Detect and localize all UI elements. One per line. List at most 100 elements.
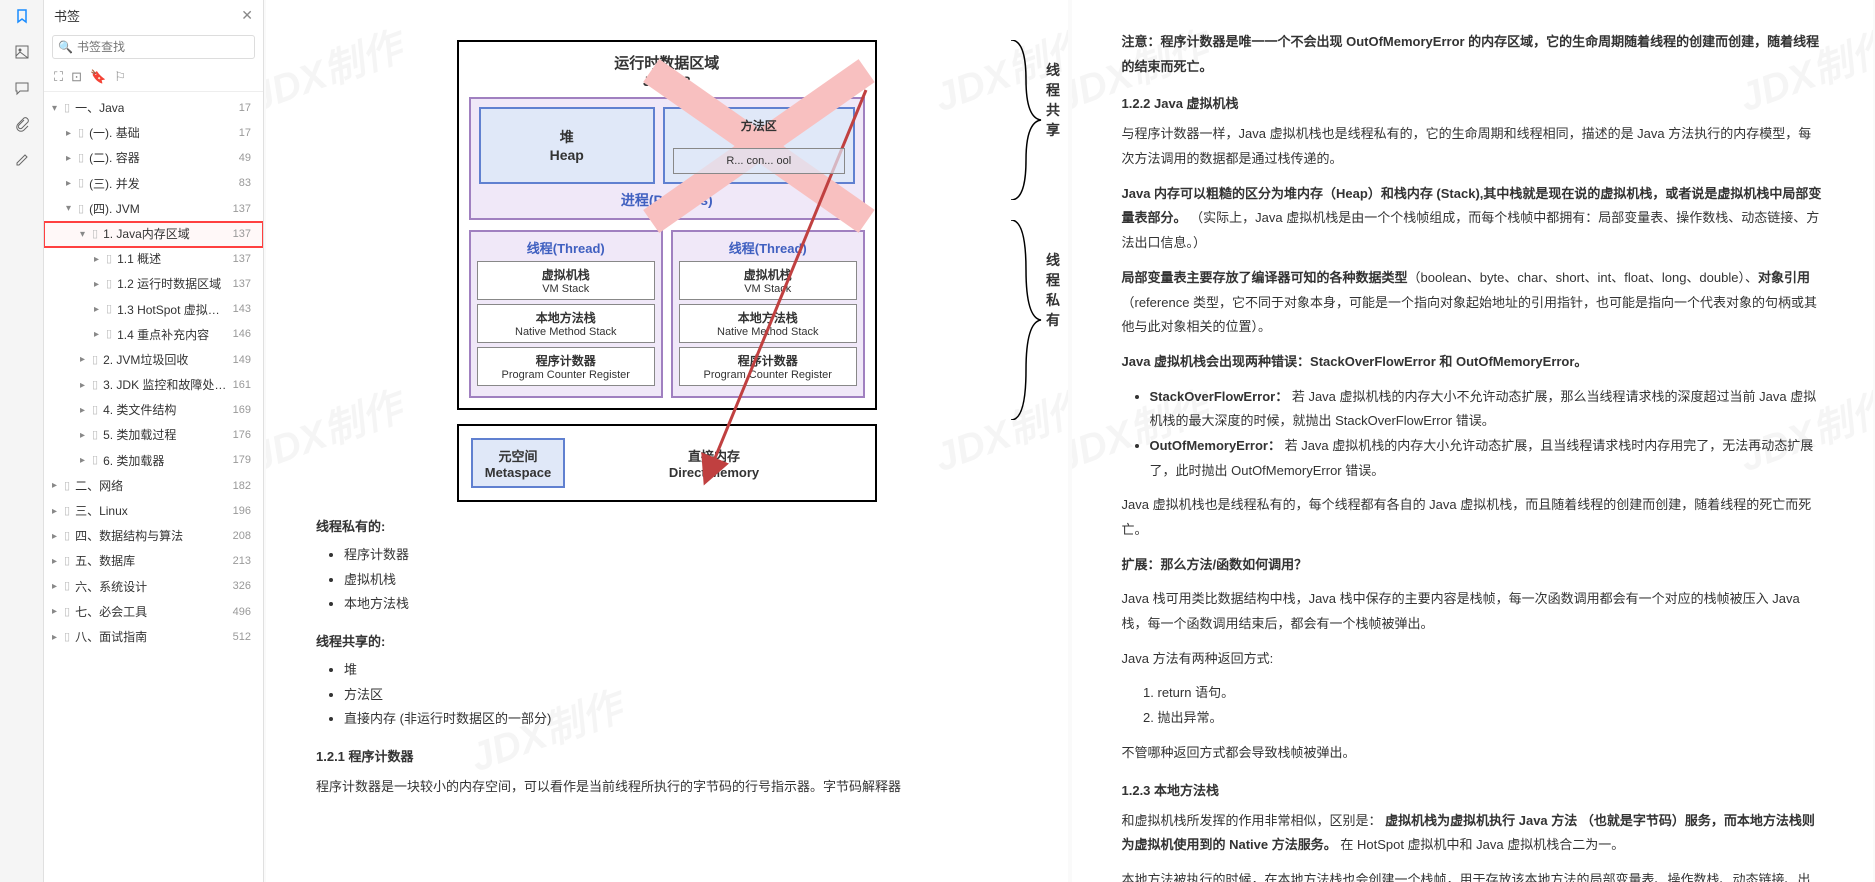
caret-icon[interactable]: ▸: [94, 252, 104, 268]
vm-stack-box: 虚拟机栈VM Stack: [477, 261, 655, 300]
ordered-list: return 语句。 抛出异常。: [1158, 681, 1824, 730]
jvm-diagram: 运行时数据区域 JDK1.8 堆 Heap 方法区 R... con... oo…: [457, 40, 877, 410]
page-icon: ▯: [92, 427, 98, 445]
bookmark-page: 213: [233, 553, 251, 571]
caret-icon[interactable]: ▸: [52, 554, 62, 570]
bookmark-label: (四). JVM: [89, 200, 140, 219]
caret-icon[interactable]: ▸: [52, 630, 62, 646]
paragraph: Java 虚拟机栈会出现两种错误：StackOverFlowError 和 Ou…: [1122, 350, 1824, 375]
bookmark-item[interactable]: ▸▯1.4 重点补充内容146: [44, 323, 263, 348]
bookmark-item[interactable]: ▸▯(二). 容器49: [44, 146, 263, 171]
metaspace-box: 元空间Metaspace 直接内存Direct Memory: [457, 424, 877, 502]
list-item: return 语句。: [1158, 681, 1824, 706]
caret-icon[interactable]: ▾: [66, 201, 76, 217]
bookmark-item[interactable]: ▸▯(一). 基础17: [44, 121, 263, 146]
bullet-list: 堆 方法区 直接内存 (非运行时数据区的一部分): [344, 658, 1018, 732]
metaspace-label: 元空间Metaspace: [471, 438, 565, 488]
bookmark-tree: ▾▯一、Java17▸▯(一). 基础17▸▯(二). 容器49▸▯(三). 并…: [44, 92, 263, 882]
caret-icon[interactable]: ▸: [80, 352, 90, 368]
caret-icon[interactable]: ▸: [80, 453, 90, 469]
comment-icon[interactable]: [12, 78, 32, 98]
bullet-list: StackOverFlowError： 若 Java 虚拟机栈的内存大小不允许动…: [1150, 385, 1824, 484]
caret-icon[interactable]: ▸: [80, 378, 90, 394]
page-icon: ▯: [92, 226, 98, 244]
native-stack-box: 本地方法栈Native Method Stack: [477, 304, 655, 343]
caret-icon[interactable]: ▸: [80, 403, 90, 419]
expand-all-icon[interactable]: ⛶: [54, 69, 63, 85]
bookmark-item[interactable]: ▸▯6. 类加载器179: [44, 449, 263, 474]
caret-icon[interactable]: ▸: [94, 277, 104, 293]
bookmark-item[interactable]: ▾▯(四). JVM137: [44, 197, 263, 222]
caret-icon[interactable]: ▸: [52, 529, 62, 545]
bookmark-item[interactable]: ▸▯三、Linux196: [44, 499, 263, 524]
bookmark-page: 512: [233, 629, 251, 647]
bookmark-label: 1.2 运行时数据区域: [117, 275, 221, 294]
bookmark-item[interactable]: ▸▯4. 类文件结构169: [44, 398, 263, 423]
bookmark-page: 143: [233, 301, 251, 319]
caret-icon[interactable]: ▸: [52, 604, 62, 620]
watermark: JDX制作: [925, 375, 1068, 483]
bookmark-item[interactable]: ▸▯七、必会工具496: [44, 600, 263, 625]
thumbnail-icon[interactable]: [12, 42, 32, 62]
list-item: 抛出异常。: [1158, 706, 1824, 731]
heap-box: 堆 Heap: [479, 107, 655, 184]
bookmark-item[interactable]: ▸▯ 八、面试指南 512: [44, 625, 263, 650]
document-viewport[interactable]: ✎ JDX制作 JDX制作 JDX制作 JDX制作 JDX制作 线程共享 线程私…: [264, 0, 1875, 882]
caret-icon[interactable]: ▸: [80, 428, 90, 444]
page-icon: ▯: [92, 452, 98, 470]
page-icon: ▯: [78, 150, 84, 168]
bookmark-page: 169: [233, 402, 251, 420]
bookmark-label: 1. Java内存区域: [103, 225, 190, 244]
caret-icon[interactable]: ▾: [52, 101, 62, 117]
list-item: 本地方法栈: [344, 592, 1018, 617]
caret-icon[interactable]: ▸: [52, 504, 62, 520]
page-icon: ▯: [64, 578, 70, 596]
brace-icon: [1006, 220, 1046, 420]
bookmark-item[interactable]: ▸▯(三). 并发83: [44, 172, 263, 197]
attachment-icon[interactable]: [12, 114, 32, 134]
caret-icon[interactable]: ▸: [66, 126, 76, 142]
sidebar-toolbar: ⛶ ⊡ 🔖 ⚐: [44, 63, 263, 92]
close-icon[interactable]: ✕: [241, 7, 253, 24]
bookmark-item[interactable]: ▸▯ 五、数据库 213: [44, 549, 263, 574]
caret-icon[interactable]: ▸: [52, 478, 62, 494]
bookmark-item[interactable]: ▸▯四、数据结构与算法208: [44, 524, 263, 549]
page-icon: ▯: [64, 629, 70, 647]
page-icon: ▯: [64, 553, 70, 571]
heap-label-cn: 堆: [481, 127, 653, 147]
bookmark-page: 161: [233, 377, 251, 395]
thread-box: 线程(Thread) 虚拟机栈VM Stack 本地方法栈Native Meth…: [671, 230, 865, 398]
bookmark-item[interactable]: ▸▯1.1 概述137: [44, 247, 263, 272]
caret-icon[interactable]: ▸: [94, 327, 104, 343]
list-item: OutOfMemoryError： 若 Java 虚拟机栈的内存大小允许动态扩展…: [1150, 434, 1824, 483]
add-bookmark-icon[interactable]: 🔖: [90, 69, 106, 85]
sidebar-title: 书签: [54, 6, 80, 25]
paragraph: Java 方法有两种返回方式:: [1122, 647, 1824, 672]
bookmark-item[interactable]: ▸▯5. 类加载过程176: [44, 423, 263, 448]
bookmark-label: 三、Linux: [75, 502, 128, 521]
bookmark-item[interactable]: ▸▯六、系统设计326: [44, 575, 263, 600]
bookmark-item[interactable]: ▸▯1.3 HotSpot 虚拟机对象探秘143: [44, 298, 263, 323]
caret-icon[interactable]: ▸: [94, 302, 104, 318]
page-icon: ▯: [106, 326, 112, 344]
caret-icon[interactable]: ▸: [52, 579, 62, 595]
bookmark-page: 83: [239, 175, 251, 193]
bookmark-label: (二). 容器: [89, 149, 140, 168]
bookmark-item[interactable]: ▾▯一、Java17: [44, 96, 263, 121]
collapse-all-icon[interactable]: ⊡: [71, 69, 82, 85]
bookmark-item[interactable]: ▸▯2. JVM垃圾回收149: [44, 348, 263, 373]
bookmark-item[interactable]: ▸▯1.2 运行时数据区域137: [44, 272, 263, 297]
caret-icon[interactable]: ▾: [80, 227, 90, 243]
bookmark-label: 五、数据库: [75, 552, 135, 571]
edit-icon[interactable]: [12, 150, 32, 170]
bookmark-item[interactable]: ▸▯3. JDK 监控和故障处理工具161: [44, 373, 263, 398]
caret-icon[interactable]: ▸: [66, 151, 76, 167]
bookmark-icon[interactable]: [12, 6, 32, 26]
bookmark-item[interactable]: ▾▯1. Java内存区域137: [44, 222, 263, 247]
flag-icon[interactable]: ⚐: [114, 69, 126, 85]
bookmark-label: 八、面试指南: [75, 628, 147, 647]
threads-row: 线程(Thread) 虚拟机栈VM Stack 本地方法栈Native Meth…: [469, 230, 865, 398]
search-input[interactable]: [52, 35, 255, 59]
caret-icon[interactable]: ▸: [66, 176, 76, 192]
bookmark-item[interactable]: ▸▯二、网络182: [44, 474, 263, 499]
